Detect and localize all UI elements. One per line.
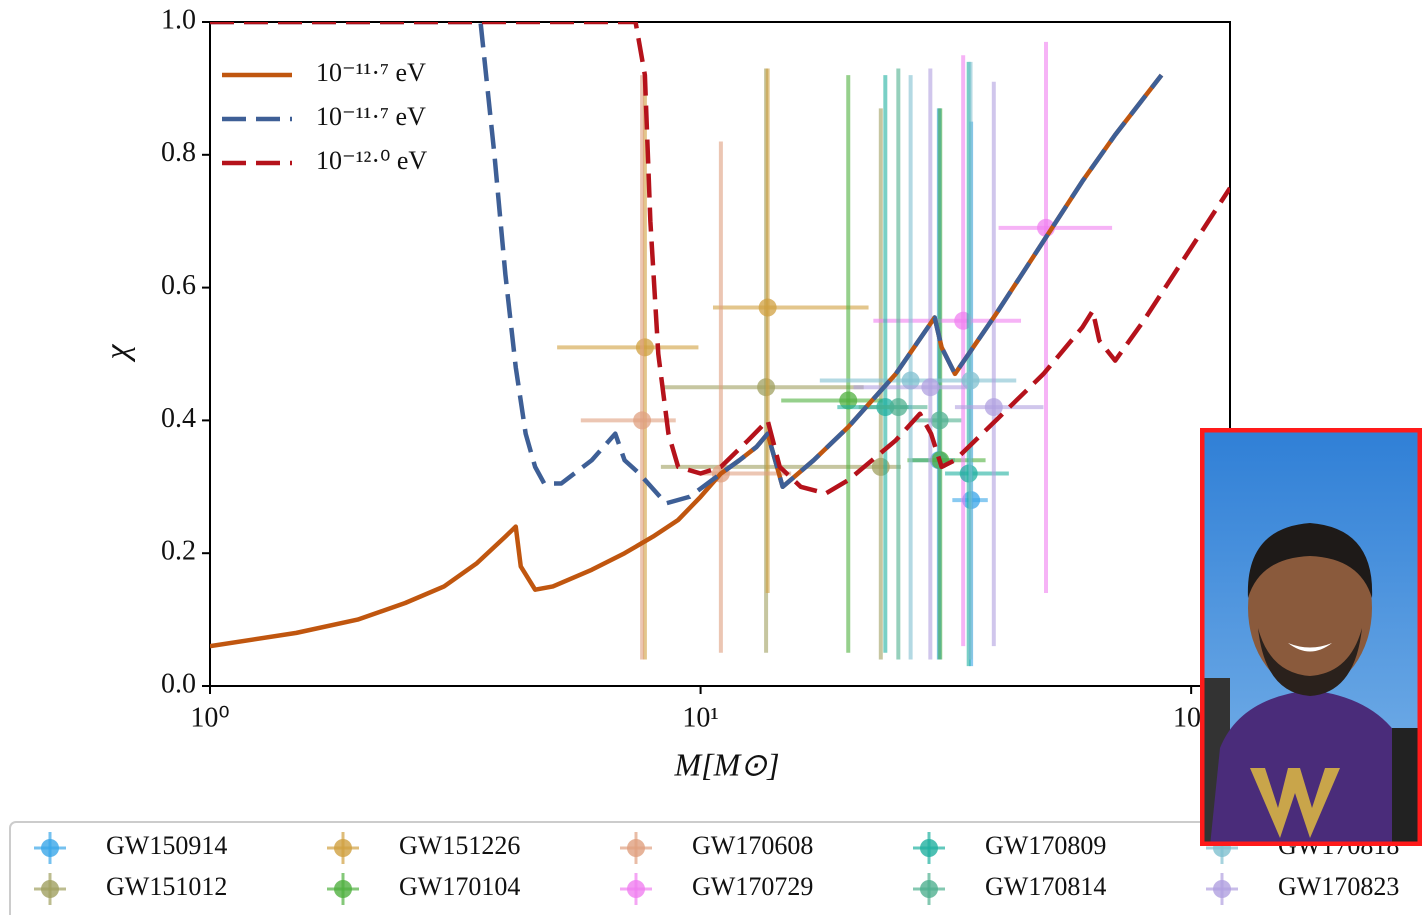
- legend-marker: [1213, 880, 1231, 898]
- webcam-photo: [1199, 427, 1422, 847]
- point: [889, 398, 908, 417]
- beard: [1258, 628, 1362, 696]
- x-tick-label: 10⁰: [190, 702, 229, 733]
- legend-label: GW170809: [985, 831, 1106, 860]
- legend-label: GW170729: [692, 872, 813, 901]
- legend-label: 10⁻¹²·⁰ eV: [316, 146, 427, 175]
- legend-label: GW170608: [692, 831, 813, 860]
- point: [921, 378, 940, 397]
- curve: [210, 22, 1230, 496]
- legend-marker: [627, 839, 645, 857]
- y-tick-label: 0.4: [161, 403, 196, 434]
- shoulder-right: [1392, 728, 1422, 846]
- legend-marker: [334, 880, 352, 898]
- legend-label: GW151226: [399, 831, 520, 860]
- x-tick-label: 10¹: [682, 702, 718, 733]
- legend-label: GW151012: [106, 872, 227, 901]
- y-axis-label: χ: [99, 343, 136, 362]
- x-axis-label: M[M⊙]: [673, 746, 779, 782]
- plot-area: [210, 22, 1230, 667]
- legend-label: GW170823: [1278, 872, 1399, 901]
- point: [758, 298, 777, 317]
- y-tick-label: 0.2: [161, 536, 196, 567]
- legend-label: 10⁻¹¹·⁷ eV: [316, 58, 426, 87]
- point: [635, 338, 654, 357]
- hoodie-logo: [1250, 768, 1340, 838]
- legend-marker: [41, 839, 59, 857]
- plot-frame: [209, 21, 1231, 687]
- point: [930, 411, 949, 430]
- point: [633, 411, 652, 430]
- webcam-overlay: [1199, 427, 1422, 847]
- smile: [1288, 643, 1332, 652]
- legend-label: GW150914: [106, 831, 227, 860]
- legend-marker: [920, 839, 938, 857]
- legend-label: 10⁻¹¹·⁷ eV: [316, 102, 426, 131]
- point: [839, 391, 858, 410]
- point: [901, 371, 920, 390]
- photo-border: [1199, 427, 1422, 847]
- y-tick-label: 0.8: [161, 137, 196, 168]
- legend-marker: [334, 839, 352, 857]
- legend-marker: [920, 880, 938, 898]
- curve: [210, 22, 1164, 506]
- points-legend-box: [9, 821, 1422, 920]
- y-tick-label: 0.6: [161, 270, 196, 301]
- point: [984, 398, 1003, 417]
- hoodie: [1210, 690, 1422, 846]
- y-tick-label: 0.0: [161, 668, 196, 699]
- face: [1248, 526, 1372, 690]
- hair: [1247, 523, 1373, 598]
- legend-marker: [627, 880, 645, 898]
- legend-label: GW170814: [985, 872, 1106, 901]
- legend-label: GW170104: [399, 872, 520, 901]
- point: [961, 371, 980, 390]
- y-tick-label: 1.0: [161, 4, 196, 35]
- legend-marker: [41, 880, 59, 898]
